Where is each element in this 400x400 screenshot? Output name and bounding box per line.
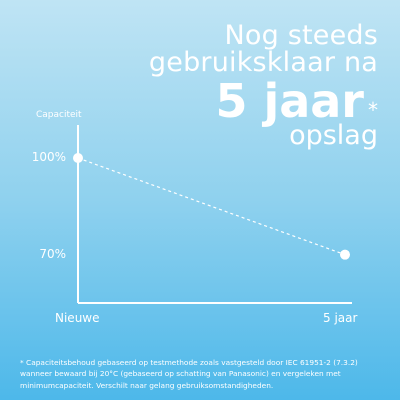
headline: Nog steeds gebruiksklaar na 5 jaar * ops… <box>128 22 378 149</box>
data-point-2 <box>340 249 350 260</box>
x-tick-label-1: Nieuwe <box>55 311 100 325</box>
data-point-1 <box>73 153 83 163</box>
headline-big: 5 jaar * <box>128 78 378 124</box>
headline-line-4: opslag <box>289 120 378 151</box>
headline-line-2: gebruiksklaar na <box>148 47 378 78</box>
headline-line-1: Nog steeds <box>224 20 378 51</box>
y-tick-label-1: 100% <box>31 150 66 164</box>
footnote: * Capaciteitsbehoud gebaseerd op testmet… <box>20 358 358 390</box>
series-line <box>77 157 346 256</box>
headline-big-text: 5 jaar <box>215 74 364 128</box>
y-axis-title: Capaciteit <box>36 110 82 120</box>
y-tick-label-2: 70% <box>39 246 66 261</box>
x-tick-label-2: 5 jaar <box>323 311 358 325</box>
headline-asterisk: * <box>368 98 378 122</box>
